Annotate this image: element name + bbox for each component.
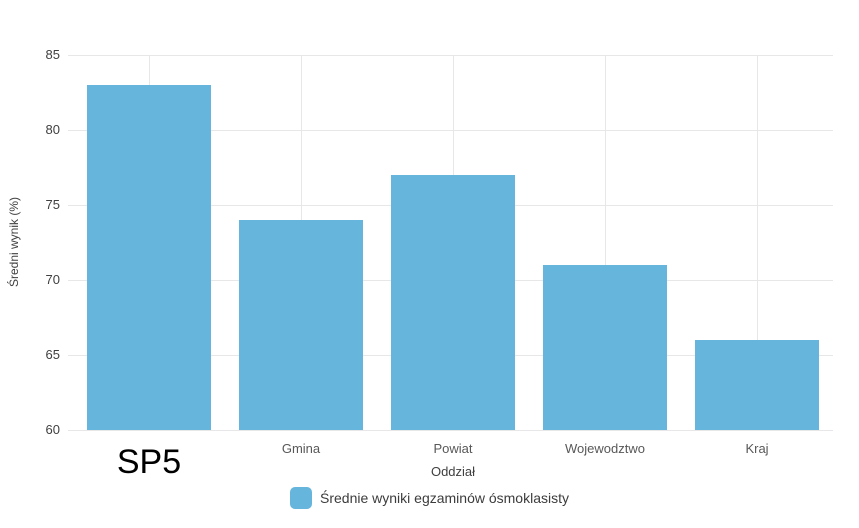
bar-sp5[interactable] xyxy=(87,85,211,430)
y-axis-title: Średni wynik (%) xyxy=(7,196,21,288)
plot-area xyxy=(68,55,833,431)
legend-swatch-icon xyxy=(290,487,312,509)
bar-gmina[interactable] xyxy=(239,220,363,430)
y-tick-label-85: 85 xyxy=(45,47,60,62)
v-gridline-wojewodztwo xyxy=(605,55,606,430)
x-category-label-gmina: Gmina xyxy=(281,441,321,456)
y-tick-label-60: 60 xyxy=(45,422,60,437)
bar-wojewodztwo[interactable] xyxy=(543,265,667,430)
x-category-label-powiat: Powiat xyxy=(433,441,473,456)
bar-kraj[interactable] xyxy=(695,340,819,430)
legend-label: Średnie wyniki egzaminów ósmoklasisty xyxy=(320,490,569,506)
y-tick-label-70: 70 xyxy=(45,272,60,287)
h-gridline-60 xyxy=(68,430,833,431)
bar-powiat[interactable] xyxy=(391,175,515,430)
x-axis-title: Oddział xyxy=(430,464,476,479)
y-tick-label-75: 75 xyxy=(45,197,60,212)
x-category-label-sp5: SP5 xyxy=(116,443,182,481)
x-category-label-kraj: Kraj xyxy=(745,441,769,456)
h-gridline-85 xyxy=(68,55,833,56)
h-gridline-80 xyxy=(68,130,833,131)
v-gridline-kraj xyxy=(757,55,758,430)
y-tick-label-80: 80 xyxy=(45,122,60,137)
legend[interactable]: Średnie wyniki egzaminów ósmoklasisty xyxy=(0,487,859,509)
y-tick-label-65: 65 xyxy=(45,347,60,362)
x-category-label-wojewodztwo: Wojewodztwo xyxy=(565,441,645,456)
